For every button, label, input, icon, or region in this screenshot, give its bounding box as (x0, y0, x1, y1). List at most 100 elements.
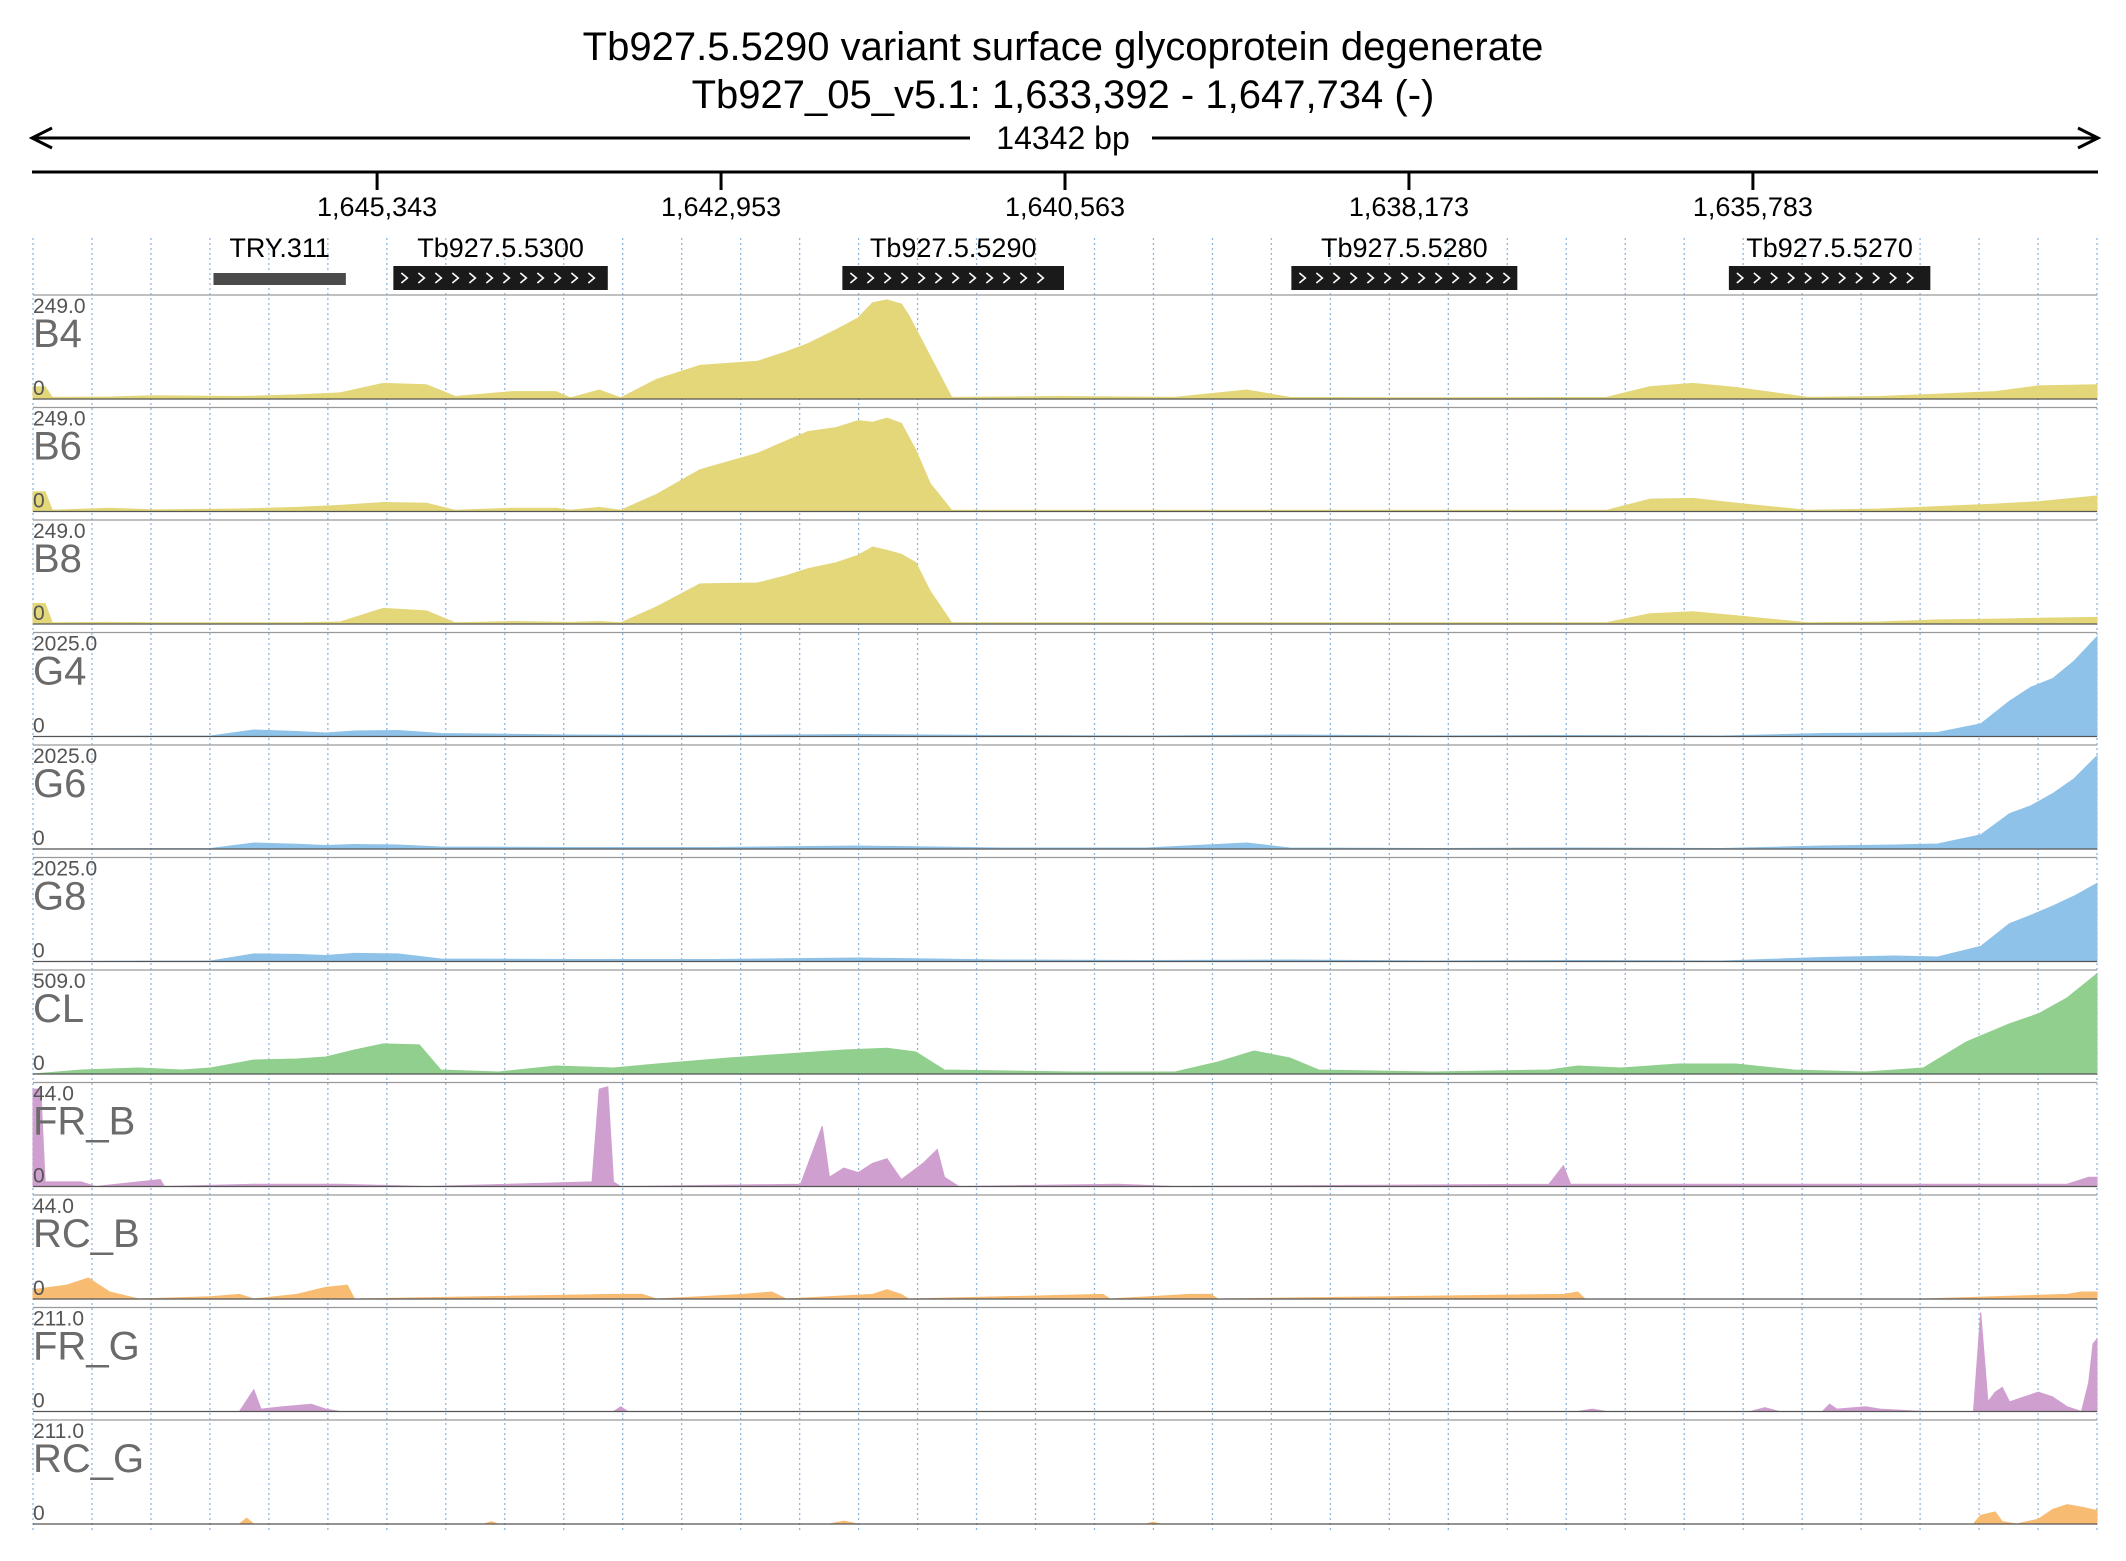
track-min-label: 0 (33, 1052, 45, 1075)
strand-arrow (1451, 272, 1460, 284)
track-name: RC_G (33, 1437, 144, 1481)
coverage-area-g4 (32, 635, 2098, 737)
track-min-label: 0 (33, 827, 45, 850)
strand-arrow (1872, 272, 1881, 284)
gene-track: TRY.311 Tb927.5.5300 Tb927.5.5290 Tb927.5.5… (213, 233, 1931, 290)
track-name: G8 (33, 875, 86, 919)
gridlines (32, 238, 2098, 1530)
coverage-tracks: 249.0B40249.0B60249.0B802025.0G402025.0G… (32, 294, 2098, 1525)
coverage-area-b8 (32, 546, 2098, 625)
strand-arrow (502, 272, 511, 284)
track-b4: 249.0B4 0 (32, 294, 2098, 400)
gene-exon (393, 266, 608, 290)
strand-arrow (1736, 272, 1745, 284)
gene-tb927-5-5280[interactable]: Tb927.5.5280 (1291, 233, 1518, 290)
gene-label: Tb927.5.5290 (870, 233, 1037, 263)
track-name: RC_B (33, 1212, 140, 1256)
strand-arrow (519, 272, 528, 284)
strand-arrow (1400, 272, 1409, 284)
track-name: FR_B (33, 1100, 135, 1144)
strand-arrow (434, 272, 443, 284)
coverage-area-g8 (32, 882, 2098, 962)
coverage-area-rc-b (32, 1277, 2098, 1300)
track-min-label: 0 (33, 490, 45, 513)
track-fr-g: 211.0FR_G 0 (33, 1306, 2098, 1413)
strand-arrow (1787, 272, 1796, 284)
x-axis-ticks: 1,645,343 1,642,953 1,640,563 1,638,173 1,63… (317, 172, 1813, 222)
strand-arrow (849, 272, 858, 284)
track-max-label: 211.0 (33, 1308, 84, 1331)
strand-arrow (468, 272, 477, 284)
track-max-label: 44.0 (33, 1195, 74, 1218)
strand-arrow (1315, 272, 1324, 284)
track-max-label: 249.0 (33, 408, 86, 431)
track-max-label: 249.0 (33, 295, 86, 318)
ruler-length-label: 14342 bp (996, 120, 1129, 156)
gene-try-311[interactable]: TRY.311 (213, 233, 346, 285)
strand-arrow (985, 272, 994, 284)
strand-arrow (485, 272, 494, 284)
strand-arrow (553, 272, 562, 284)
track-min-label: 0 (33, 602, 45, 625)
coverage-area-b4 (32, 299, 2098, 400)
strand-arrow (1434, 272, 1443, 284)
track-min-label: 0 (33, 715, 45, 738)
strand-arrow (1770, 272, 1779, 284)
strand-arrows (849, 272, 1045, 284)
track-max-label: 2025.0 (33, 745, 97, 768)
coverage-area-cl (32, 972, 2098, 1075)
coverage-area-fr-g (33, 1312, 2098, 1413)
strand-arrow (1019, 272, 1028, 284)
strand-arrow (400, 272, 409, 284)
strand-arrow (1821, 272, 1830, 284)
track-min-label: 0 (33, 1277, 45, 1300)
track-rc-g: 211.0RC_G 0 (33, 1419, 2098, 1525)
gene-tb927-5-5290[interactable]: Tb927.5.5290 (842, 233, 1064, 290)
strand-arrows (1736, 272, 1915, 284)
track-name: B8 (33, 537, 82, 581)
strand-arrow (1349, 272, 1358, 284)
strand-arrow (917, 272, 926, 284)
title-line-2: Tb927_05_v5.1: 1,633,392 - 1,647,734 (-) (692, 73, 1435, 117)
track-fr-b: 44.0FR_B 0 (32, 1081, 2098, 1188)
track-max-label: 2025.0 (33, 633, 97, 656)
track-name: FR_G (33, 1325, 140, 1369)
strand-arrow (587, 272, 596, 284)
track-g8: 2025.0G8 0 (32, 856, 2098, 963)
strand-arrow (968, 272, 977, 284)
track-max-label: 509.0 (33, 970, 86, 993)
track-name: G4 (33, 650, 86, 694)
track-cl: 509.0CL 0 (32, 969, 2098, 1075)
gene-tb927-5-5300[interactable]: Tb927.5.5300 (393, 233, 608, 290)
strand-arrow (536, 272, 545, 284)
track-b6: 249.0B6 0 (32, 406, 2098, 513)
strand-arrow (1753, 272, 1762, 284)
strand-arrow (1036, 272, 1045, 284)
ruler: 14342 bp (28, 120, 2102, 156)
coverage-area-fr-b (32, 1086, 2098, 1188)
gene-tb927-5-5270[interactable]: Tb927.5.5270 (1728, 233, 1931, 290)
track-max-label: 249.0 (33, 520, 86, 543)
strand-arrow (866, 272, 875, 284)
x-tick-label: 1,640,563 (1005, 192, 1125, 222)
strand-arrow (1855, 272, 1864, 284)
strand-arrow (1906, 272, 1915, 284)
strand-arrow (1804, 272, 1813, 284)
track-name: CL (33, 987, 84, 1031)
track-max-label: 2025.0 (33, 858, 97, 881)
x-tick-label: 1,642,953 (661, 192, 781, 222)
strand-arrow (883, 272, 892, 284)
strand-arrow (570, 272, 579, 284)
track-g4: 2025.0G4 0 (32, 631, 2098, 738)
track-b8: 249.0B8 0 (32, 519, 2098, 625)
gene-label: Tb927.5.5280 (1321, 233, 1488, 263)
track-name: B6 (33, 425, 82, 469)
title-line-1: Tb927.5.5290 variant surface glycoprotei… (583, 25, 1544, 69)
strand-arrow (1298, 272, 1307, 284)
strand-arrow (1002, 272, 1011, 284)
coverage-area-rc-g (33, 1504, 2098, 1525)
track-g6: 2025.0G6 0 (32, 744, 2098, 850)
track-min-label: 0 (33, 377, 45, 400)
coverage-area-b6 (32, 417, 2098, 512)
